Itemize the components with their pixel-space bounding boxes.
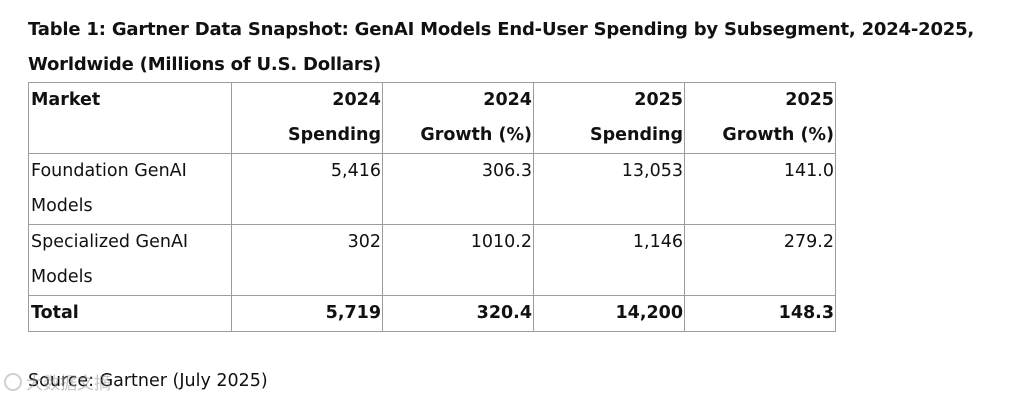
column-header-2025-spending: 2025 Spending: [533, 82, 685, 154]
growth-2025-cell: 279.2: [684, 224, 836, 296]
market-name-line: Specialized GenAI: [31, 232, 189, 252]
source-note: Source: Gartner (July 2025): [28, 371, 268, 391]
spending-2025-cell: 1,146: [533, 224, 685, 296]
column-header-2024-spending: 2024 Spending: [231, 82, 383, 154]
column-header-label: Market: [31, 90, 101, 110]
spending-table: Market 2024 Spending 2024 Growth (%) 202…: [28, 82, 836, 332]
column-header-label: Spending: [590, 125, 683, 145]
column-header-year: 2024: [332, 90, 381, 110]
growth-2025-cell: 141.0: [684, 153, 836, 225]
market-name-line: Models: [31, 267, 93, 287]
growth-2024-cell: 320.4: [382, 295, 534, 332]
column-header-label: Spending: [288, 125, 381, 145]
table-row-specialized-genai: Specialized GenAI Models 302 1010.2 1,14…: [28, 224, 836, 296]
table-row-foundation-genai: Foundation GenAI Models 5,416 306.3 13,0…: [28, 153, 836, 225]
table-row-total: Total 5,719 320.4 14,200 148.3: [28, 295, 836, 332]
column-header-year: 2025: [634, 90, 683, 110]
table-caption: Table 1: Gartner Data Snapshot: GenAI Mo…: [28, 19, 975, 75]
column-header-2025-growth: 2025 Growth (%): [684, 82, 836, 154]
growth-2024-cell: 306.3: [382, 153, 534, 225]
spending-2024-cell: 5,719: [231, 295, 383, 332]
market-name-line: Models: [31, 196, 93, 216]
table-header-row: Market 2024 Spending 2024 Growth (%) 202…: [28, 82, 836, 154]
market-cell: Specialized GenAI Models: [28, 224, 232, 296]
market-name-line: Foundation GenAI: [31, 161, 187, 181]
growth-2025-cell: 148.3: [684, 295, 836, 332]
column-header-label: Growth (%): [420, 125, 532, 145]
spending-2024-cell: 302: [231, 224, 383, 296]
column-header-year: 2025: [785, 90, 834, 110]
market-cell: Total: [28, 295, 232, 332]
spending-2025-cell: 13,053: [533, 153, 685, 225]
market-cell: Foundation GenAI Models: [28, 153, 232, 225]
column-header-2024-growth: 2024 Growth (%): [382, 82, 534, 154]
column-header-year: 2024: [483, 90, 532, 110]
watermark-logo-icon: [4, 372, 22, 391]
spending-2025-cell: 14,200: [533, 295, 685, 332]
column-header-label: Growth (%): [722, 125, 834, 145]
column-header-market: Market: [28, 82, 232, 154]
growth-2024-cell: 1010.2: [382, 224, 534, 296]
spending-2024-cell: 5,416: [231, 153, 383, 225]
